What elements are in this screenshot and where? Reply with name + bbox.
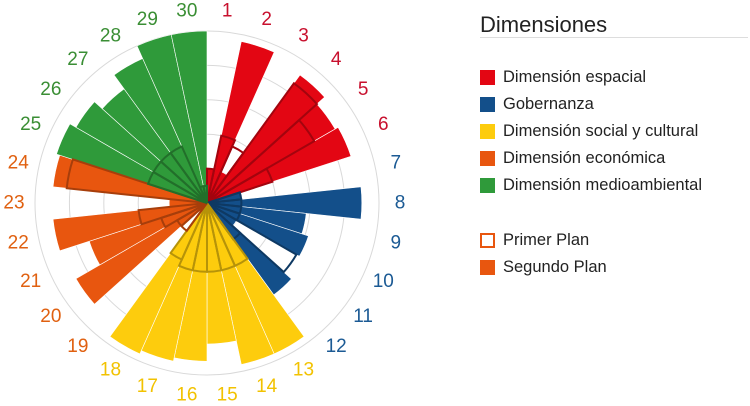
bar-primer-plan-6 [206, 167, 274, 204]
category-label-25: 25 [20, 114, 41, 135]
legend-swatch-segundo-plan [480, 259, 495, 275]
category-label-28: 28 [100, 25, 121, 46]
legend-item-primer-plan: Primer Plan [480, 230, 589, 250]
bar-primer-plan-4 [206, 81, 319, 204]
legend-item-segundo-plan: Segundo Plan [480, 257, 607, 277]
category-label-9: 9 [390, 233, 401, 254]
bar-primer-plan-2 [206, 134, 237, 204]
category-label-12: 12 [326, 336, 347, 357]
legend-swatch-dimension-social [480, 123, 495, 139]
category-label-2: 2 [261, 9, 272, 30]
legend-label: Dimensión medioambiental [503, 175, 703, 194]
legend-swatch-dimension-medioambiental [480, 177, 495, 193]
bar-segundo-plan-2 [206, 41, 275, 204]
bar-segundo-plan-4 [206, 74, 326, 204]
bar-segundo-plan-14 [206, 202, 275, 365]
legend-label: Dimensión económica [503, 148, 666, 167]
bar-primer-plan-18 [169, 202, 208, 261]
category-label-1: 1 [222, 1, 233, 22]
category-label-29: 29 [137, 9, 158, 30]
bar-segundo-plan-18 [109, 202, 208, 355]
bar-primer-plan-28 [169, 145, 208, 204]
category-label-15: 15 [217, 384, 238, 405]
legend-item-gobernanza: Gobernanza [480, 94, 594, 114]
legend-label: Primer Plan [503, 230, 590, 249]
category-label-22: 22 [8, 233, 29, 254]
bar-primer-plan-11 [206, 202, 298, 274]
legend-label: Segundo Plan [503, 257, 607, 276]
legend-swatch-dimension-espacial [480, 69, 495, 85]
category-label-14: 14 [256, 376, 278, 397]
legend-item-dimension-social: Dimensión social y cultural [480, 121, 698, 141]
category-label-30: 30 [176, 1, 197, 22]
category-label-6: 6 [378, 114, 389, 135]
legend-item-dimension-economica: Dimensión económica [480, 148, 665, 168]
category-label-7: 7 [390, 152, 401, 173]
bar-primer-plan-22 [137, 202, 208, 226]
category-label-13: 13 [293, 360, 314, 381]
category-label-20: 20 [40, 306, 61, 327]
category-label-26: 26 [40, 79, 61, 100]
legend-swatch-primer-plan [480, 232, 495, 248]
polar-bar-chart: 1 234567891011121314151617181920212223242… [3, 1, 406, 406]
legend-label: Gobernanza [503, 94, 594, 113]
bar-segundo-plan-6 [206, 126, 352, 204]
bar-segundo-plan-20 [75, 202, 208, 305]
legend-item-dimension-espacial: Dimensión espacial [480, 67, 646, 87]
bar-primer-plan-30 [202, 184, 208, 204]
category-label-10: 10 [373, 271, 394, 292]
category-label-19: 19 [67, 336, 88, 357]
bar-segundo-plan-10 [206, 202, 309, 257]
bar-primer-plan-5 [206, 118, 316, 204]
category-label-3: 3 [298, 25, 309, 46]
legend-title: Dimensiones [480, 12, 608, 37]
legend-divider [480, 37, 748, 38]
legend-item-dimension-medioambiental: Dimensión medioambiental [480, 175, 702, 195]
bar-primer-plan-17 [177, 202, 208, 272]
bar-segundo-plan-8 [206, 186, 363, 220]
category-label-11: 11 [353, 306, 373, 327]
bar-segundo-plan-30 [170, 30, 208, 204]
bar-segundo-plan-26 [75, 101, 208, 204]
category-label-16: 16 [176, 384, 197, 405]
category-label-27: 27 [67, 49, 88, 70]
legend-swatch-dimension-economica [480, 150, 495, 166]
bar-segundo-plan-25 [56, 123, 208, 204]
category-label-5: 5 [358, 79, 369, 100]
category-label-23: 23 [3, 193, 24, 214]
category-label-4: 4 [331, 49, 342, 70]
category-label-17: 17 [137, 376, 158, 397]
legend-label: Dimensión social y cultural [503, 121, 699, 140]
legend-swatch-gobernanza [480, 96, 495, 112]
legend-label: Dimensión espacial [503, 67, 647, 86]
category-label-18: 18 [100, 360, 121, 381]
category-label-21: 21 [20, 271, 41, 292]
category-label-8: 8 [395, 193, 406, 214]
bar-primer-plan-24 [65, 158, 208, 204]
category-label-24: 24 [8, 152, 30, 173]
